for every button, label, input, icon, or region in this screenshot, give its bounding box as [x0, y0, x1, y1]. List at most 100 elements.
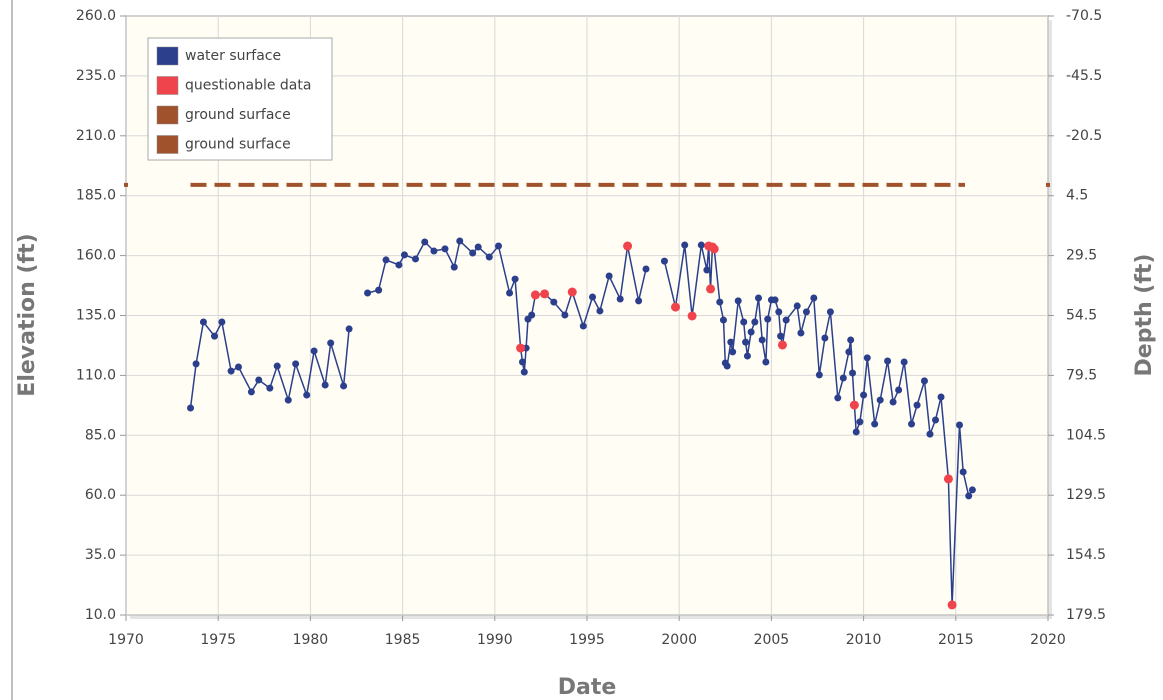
point	[764, 315, 772, 323]
y2-tick-label: 79.5	[1066, 367, 1097, 383]
point	[469, 249, 477, 257]
point	[292, 360, 300, 368]
point	[687, 311, 697, 321]
point	[528, 311, 536, 319]
point	[266, 384, 274, 392]
point	[456, 237, 464, 245]
y2-axis-title: Depth (ft)	[1132, 254, 1157, 377]
point	[327, 339, 335, 347]
point	[520, 368, 528, 376]
legend-label: questionable data	[185, 78, 311, 94]
point	[751, 318, 759, 326]
y-tick-label: 160.0	[76, 248, 116, 264]
point	[579, 322, 587, 330]
point	[926, 430, 934, 438]
point	[845, 348, 853, 356]
y-tick-label: 135.0	[76, 308, 116, 324]
y-tick-label: 60.0	[85, 487, 116, 503]
y-tick-label: 210.0	[76, 128, 116, 144]
point	[834, 394, 842, 402]
point	[530, 290, 540, 300]
point	[589, 293, 597, 301]
x-tick-label: 2015	[938, 632, 974, 648]
point	[234, 363, 242, 371]
point	[227, 367, 235, 375]
y2-tick-label: 54.5	[1066, 308, 1097, 324]
y-tick-label: 10.0	[85, 607, 116, 623]
x-tick-label: 1975	[200, 632, 236, 648]
point	[762, 358, 770, 366]
point	[965, 492, 973, 500]
point	[364, 289, 372, 297]
point	[605, 272, 613, 280]
point	[943, 474, 953, 484]
point	[635, 297, 643, 305]
point	[255, 376, 263, 384]
point	[192, 360, 200, 368]
y-tick-label: 35.0	[85, 547, 116, 563]
point	[681, 241, 689, 249]
x-tick-label: 1985	[385, 632, 421, 648]
point	[889, 398, 897, 406]
point	[518, 358, 526, 366]
point	[321, 381, 329, 389]
point	[758, 336, 766, 344]
point	[847, 336, 855, 344]
point	[421, 238, 429, 246]
point	[596, 307, 604, 315]
point	[494, 242, 502, 250]
point	[395, 261, 403, 269]
point	[273, 362, 281, 370]
y-tick-label: 235.0	[76, 68, 116, 84]
point	[932, 416, 940, 424]
point	[777, 340, 787, 350]
legend-label: ground surface	[185, 107, 291, 123]
point	[782, 316, 790, 324]
y2-tick-label: 104.5	[1066, 427, 1106, 443]
legend-swatch	[156, 105, 179, 125]
point	[561, 311, 569, 319]
point	[740, 318, 748, 326]
point	[849, 369, 857, 377]
point	[642, 265, 650, 273]
point	[821, 334, 829, 342]
point	[697, 241, 705, 249]
point	[729, 348, 737, 356]
point	[959, 468, 967, 476]
point	[920, 377, 928, 385]
x-tick-label: 2000	[661, 632, 697, 648]
point	[660, 257, 668, 265]
point	[430, 247, 438, 255]
x-tick-label: 1980	[293, 632, 329, 648]
point	[450, 263, 458, 271]
point	[623, 241, 633, 251]
point	[815, 371, 823, 379]
y2-tick-label: 179.5	[1066, 607, 1106, 623]
point	[852, 428, 860, 436]
point	[900, 358, 908, 366]
point	[516, 343, 526, 353]
point	[719, 316, 727, 324]
point	[810, 294, 818, 302]
point	[826, 308, 834, 316]
point	[310, 347, 318, 355]
point	[412, 255, 420, 263]
point	[703, 266, 711, 274]
point	[754, 294, 762, 302]
point	[303, 391, 311, 399]
point	[671, 302, 681, 312]
point	[876, 396, 884, 404]
point	[709, 244, 719, 254]
point	[550, 298, 558, 306]
legend-label: water surface	[185, 48, 281, 64]
point	[400, 251, 408, 259]
point	[706, 284, 716, 294]
legend-label: ground surface	[185, 137, 291, 153]
point	[863, 354, 871, 362]
point	[743, 352, 751, 360]
point	[955, 421, 963, 429]
y2-tick-label: 29.5	[1066, 248, 1097, 264]
point	[485, 253, 493, 261]
point	[727, 338, 735, 346]
point	[856, 418, 864, 426]
